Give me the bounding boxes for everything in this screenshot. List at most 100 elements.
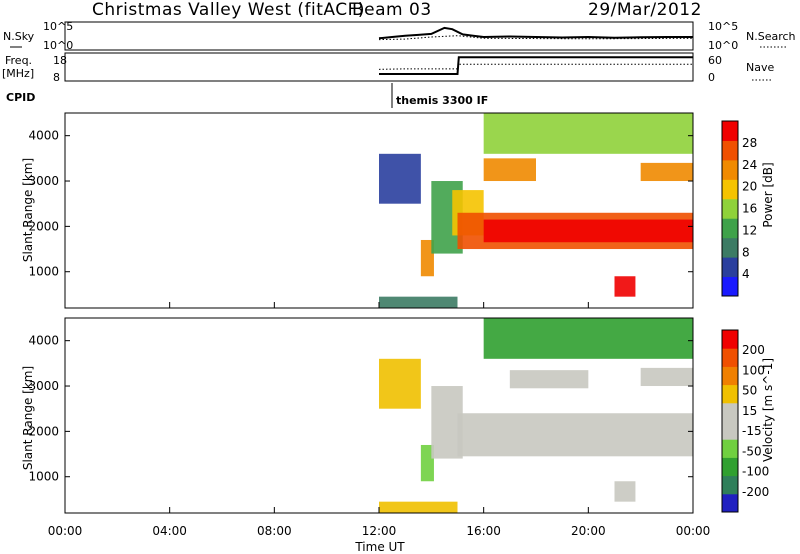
frequency-panel: Freq. [MHz] 18 8 60 0 Nave [2, 52, 774, 84]
xtick-label-1: 04:00 [152, 524, 187, 538]
xtick-label-2: 08:00 [257, 524, 292, 538]
velocity-colorbar-cell-0 [722, 493, 738, 513]
velocity-colorbar-cell-3 [722, 439, 738, 458]
power-region-9 [379, 296, 458, 308]
power-ytick-label-0: 1000 [28, 265, 59, 279]
noise-right-tick-top: 10^5 [708, 20, 738, 33]
power-region-5 [483, 219, 693, 243]
velocity-colorbar-tick-5: -50 [742, 444, 762, 458]
frequency-label-line1: Freq. [5, 54, 32, 67]
nave-right-tick-top: 60 [708, 54, 722, 67]
velocity-colorbar-cell-1 [722, 475, 738, 495]
power-colorbar-label: Power [dB] [761, 162, 775, 227]
power-colorbar-cell-8 [722, 121, 738, 141]
velocity-ytick-label-2: 3000 [28, 379, 59, 393]
noise-panel-frame [64, 21, 694, 51]
power-colorbar-cell-7 [722, 140, 738, 161]
velocity-colorbar-cell-2 [722, 457, 738, 477]
velocity-region-6 [614, 481, 636, 502]
noise-left-tick-bottom: 10^0 [43, 39, 73, 52]
power-colorbar-cell-6 [722, 159, 738, 180]
noise-left-tick-top: 10^5 [43, 20, 73, 33]
frequency-series-1 [378, 63, 693, 70]
cpid-row: CPID themis 3300 IF [6, 83, 488, 108]
power-colorbar-cell-2 [722, 237, 738, 258]
velocity-colorbar-cell-6 [722, 384, 738, 404]
velocity-colorbar-tick-3: 15 [742, 404, 757, 418]
power-y-axis-label: Slant Range [km] [21, 158, 35, 262]
frequency-left-tick-top: 18 [53, 54, 67, 67]
velocity-region-5 [640, 367, 693, 387]
cpid-annotation: themis 3300 IF [396, 94, 488, 107]
power-colorbar-cell-3 [722, 218, 738, 239]
velocity-colorbar-label: Velocity [m s^-1] [761, 358, 775, 462]
power-region-10 [483, 113, 693, 154]
velocity-panel: 1000 2000 3000 4000 Slant Range [km] 00:00 0… [21, 302, 775, 554]
frequency-left-tick-bottom: 8 [53, 71, 60, 84]
velocity-colorbar-cell-9 [722, 330, 738, 349]
power-region-1 [420, 239, 434, 277]
nave-right-tick-bottom: 0 [708, 71, 715, 84]
velocity-region-4 [509, 370, 589, 389]
noise-right-tick-bottom: 10^0 [708, 39, 738, 52]
station-title: Christmas Valley West (fitACF) [92, 0, 365, 20]
power-ytick-label-3: 4000 [28, 129, 59, 143]
power-colorbar-tick-4: 12 [742, 223, 757, 237]
velocity-region-8 [483, 318, 693, 359]
noise-left-label: N.Sky [3, 30, 35, 43]
power-colorbar-tick-3: 16 [742, 202, 757, 216]
date-label: 29/Mar/2012 [588, 0, 702, 20]
noise-panel: N.Sky 10^5 10^0 10^5 10^0 N.Search [3, 20, 796, 52]
xtick-label-5: 20:00 [571, 524, 606, 538]
power-region-7 [640, 162, 693, 182]
power-ytick-label-2: 3000 [28, 174, 59, 188]
noise-right-label: N.Search [746, 30, 796, 43]
velocity-colorbar-tick-6: -100 [742, 465, 769, 479]
velocity-region-0 [379, 358, 421, 409]
cpid-label: CPID [6, 91, 35, 104]
xtick-label-0: 00:00 [48, 524, 83, 538]
velocity-region-7 [379, 501, 458, 513]
power-colorbar-tick-0: 28 [742, 136, 757, 150]
velocity-colorbar-tick-4: -15 [742, 424, 762, 438]
power-colorbar-frame [721, 120, 739, 297]
velocity-colorbar-frame [721, 329, 739, 513]
power-panel: 1000 2000 3000 4000 Slant Range [km] 28 24 20… [21, 112, 775, 309]
frequency-panel-frame [64, 52, 694, 82]
velocity-colorbar-cell-7 [722, 366, 738, 386]
velocity-ytick-label-1: 2000 [28, 424, 59, 438]
velocity-ytick-label-0: 1000 [28, 470, 59, 484]
power-ytick-label-1: 2000 [28, 219, 59, 233]
nave-right-label: Nave [746, 61, 774, 74]
power-colorbar-tick-5: 8 [742, 245, 750, 259]
velocity-ytick-label-3: 4000 [28, 334, 59, 348]
xtick-label-6: 00:00 [676, 524, 711, 538]
power-colorbar-cell-5 [722, 179, 738, 200]
velocity-y-axis-label: Slant Range [km] [21, 366, 35, 470]
velocity-colorbar-tick-0: 200 [742, 343, 765, 357]
velocity-colorbar-tick-2: 50 [742, 384, 757, 398]
velocity-region-3 [457, 413, 693, 457]
power-colorbar-cell-1 [722, 257, 738, 278]
power-region-8 [614, 276, 636, 297]
velocity-colorbar-tick-1: 100 [742, 363, 765, 377]
power-region-6 [483, 158, 536, 182]
xtick-label-3: 12:00 [362, 524, 397, 538]
xtick-label-4: 16:00 [466, 524, 501, 538]
power-colorbar-cell-0 [722, 276, 738, 297]
power-colorbar-tick-2: 20 [742, 180, 757, 194]
beam-label: Beam 03 [352, 0, 432, 20]
velocity-colorbar-cell-8 [722, 348, 738, 367]
velocity-colorbar-cell-5 [722, 402, 738, 422]
velocity-colorbar-tick-7: -200 [742, 485, 769, 499]
x-axis-label: Time UT [354, 540, 405, 554]
power-colorbar-cell-4 [722, 198, 738, 219]
velocity-colorbar-cell-4 [722, 421, 738, 440]
power-colorbar-tick-6: 4 [742, 267, 750, 281]
velocity-region-1 [420, 444, 434, 482]
power-colorbar-tick-1: 24 [742, 158, 757, 172]
noise-series-0 [378, 26, 693, 40]
frequency-label-line2: [MHz] [2, 67, 34, 80]
frequency-series-0 [379, 56, 693, 75]
